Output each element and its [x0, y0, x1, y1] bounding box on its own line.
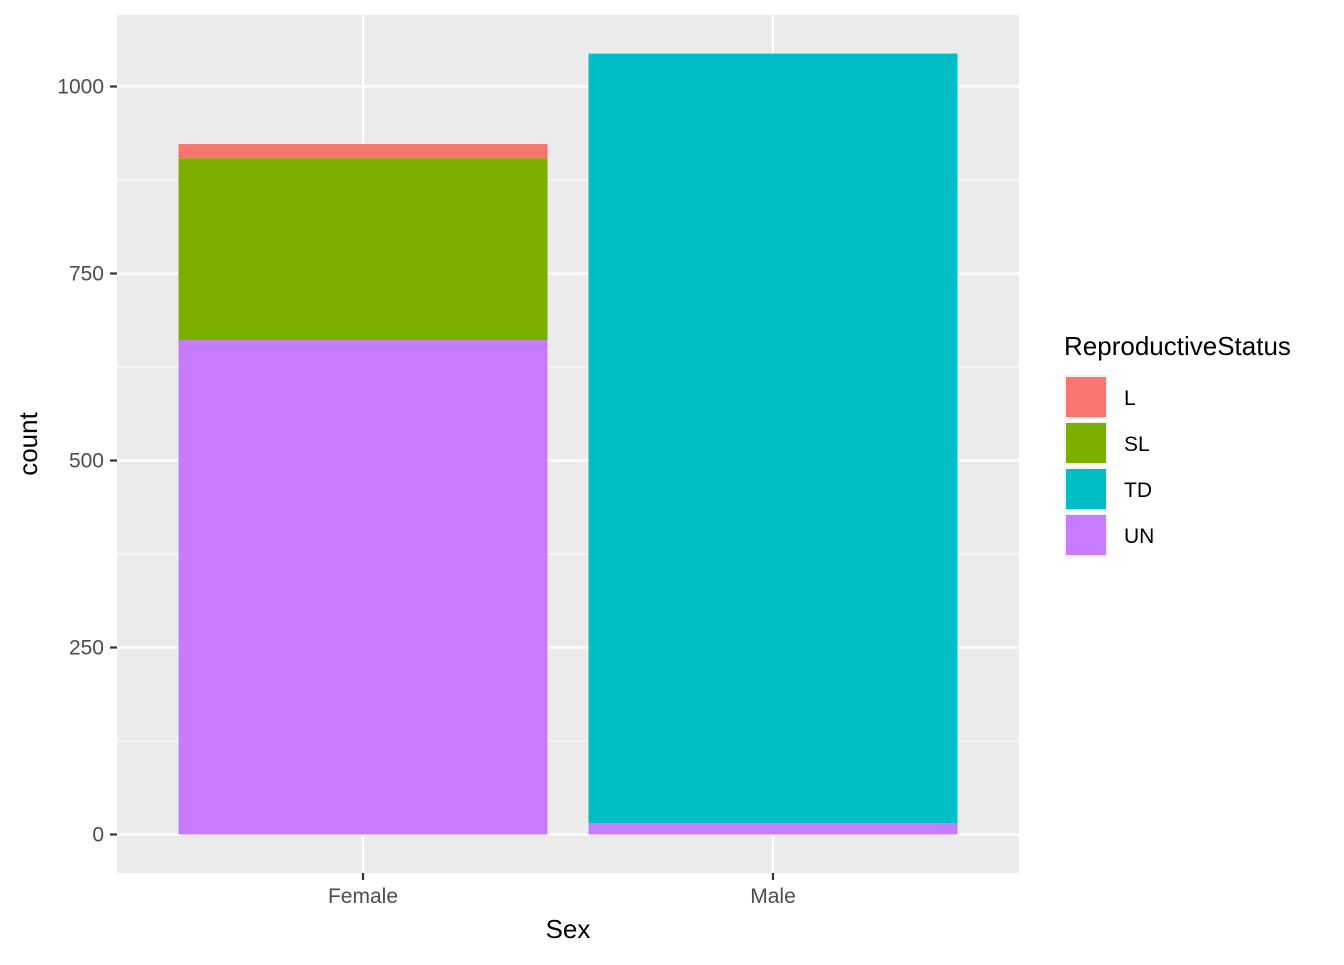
- legend-label-un: UN: [1124, 525, 1154, 548]
- bar-female-sl: [178, 158, 548, 341]
- x-axis-title: Sex: [546, 914, 591, 944]
- y-tick-label: 750: [69, 263, 104, 286]
- y-tick-label: 500: [69, 450, 104, 473]
- legend: ReproductiveStatus L SL TD UN: [1064, 331, 1291, 557]
- bar-male-un: [588, 823, 958, 835]
- legend-swatch-sl: [1066, 423, 1106, 463]
- y-tick-label: 1000: [57, 76, 104, 99]
- y-axis-title: count: [13, 411, 43, 475]
- legend-label-sl: SL: [1124, 433, 1150, 456]
- legend-title: ReproductiveStatus: [1064, 331, 1291, 361]
- bar-female-un: [178, 340, 548, 835]
- x-axis: Female Male: [328, 873, 796, 908]
- legend-swatch-td: [1066, 469, 1106, 509]
- bars: [178, 53, 958, 835]
- legend-swatch-l: [1066, 377, 1106, 417]
- x-tick-label: Female: [328, 885, 398, 908]
- y-tick-label: 0: [92, 824, 104, 847]
- legend-label-td: TD: [1124, 479, 1152, 502]
- x-tick-label: Male: [750, 885, 796, 908]
- y-tick-label: 250: [69, 637, 104, 660]
- y-axis: 0 250 500 750 1000: [57, 76, 117, 847]
- bar-female-l: [178, 144, 548, 159]
- legend-swatch-un: [1066, 515, 1106, 555]
- bar-male-td: [588, 53, 958, 824]
- legend-label-l: L: [1124, 387, 1136, 410]
